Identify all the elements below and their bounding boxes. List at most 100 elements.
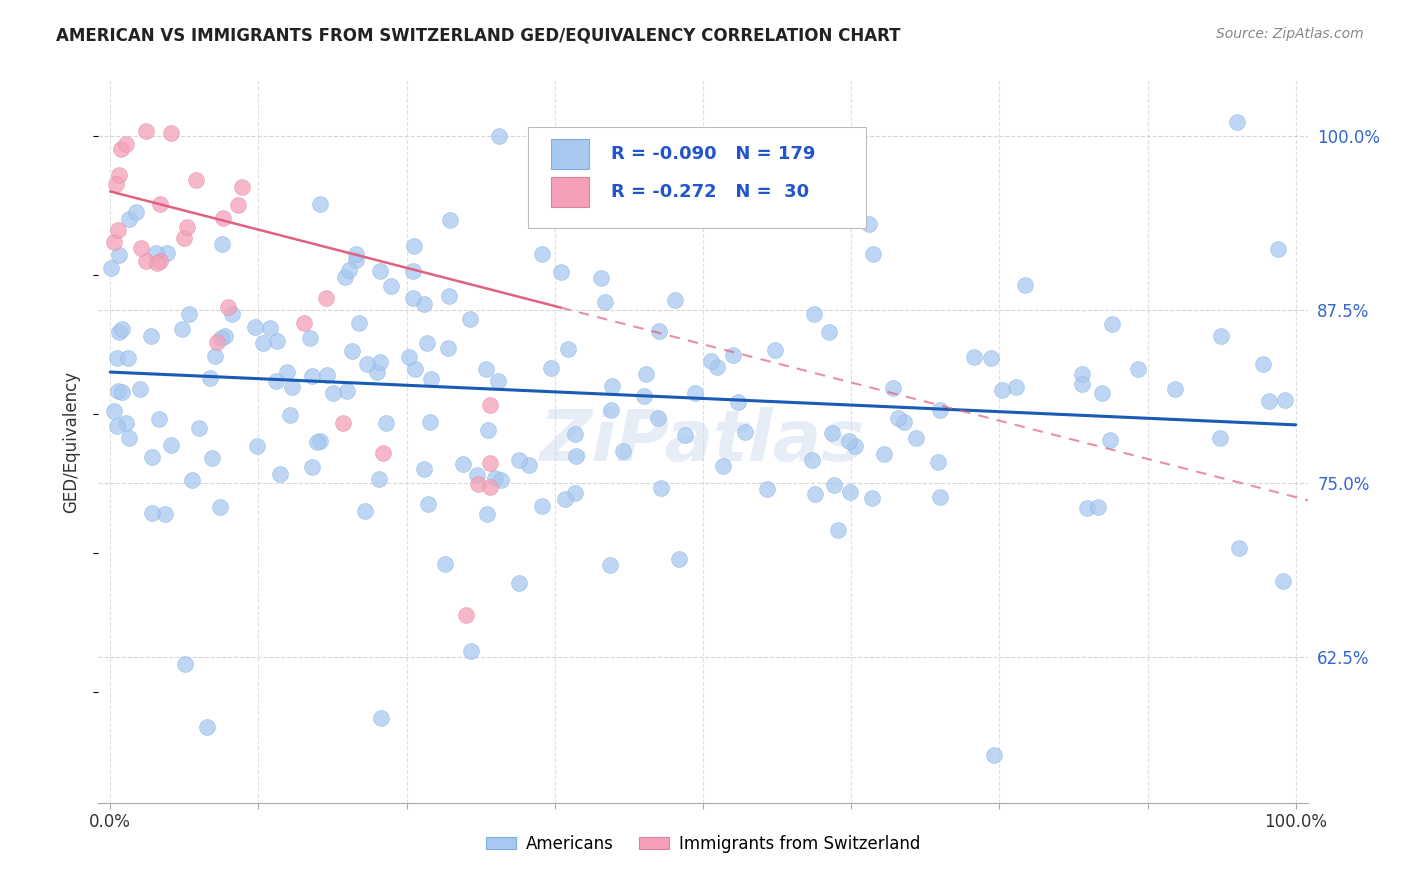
Point (437, 341, 460, 355)
Point (420, 372, 443, 386)
Point (375, 416, 398, 430)
Point (413, 462, 436, 476)
Point (540, 361, 562, 376)
Point (170, 322, 193, 336)
Point (246, 439, 269, 453)
Point (107, 248, 129, 262)
Point (176, 220, 198, 235)
Point (439, 212, 461, 227)
Point (1070, 368, 1092, 382)
Point (612, 443, 634, 458)
Point (198, 371, 221, 385)
Point (344, 247, 367, 261)
Point (402, 264, 425, 278)
Point (1274, 392, 1296, 407)
Point (105, 419, 128, 434)
Point (107, 223, 129, 237)
Point (402, 291, 425, 305)
Point (201, 451, 224, 466)
Point (105, 351, 128, 366)
Point (217, 300, 239, 314)
Point (124, 205, 146, 219)
Point (129, 241, 152, 255)
Point (600, 379, 623, 393)
Point (337, 263, 360, 277)
Point (266, 374, 288, 388)
Point (179, 307, 201, 321)
Point (301, 460, 323, 475)
Point (1227, 541, 1250, 555)
Point (465, 468, 488, 483)
Point (467, 477, 489, 491)
Point (308, 434, 330, 449)
Point (111, 322, 134, 336)
Point (1071, 376, 1094, 391)
Point (458, 312, 481, 326)
Point (636, 368, 658, 382)
Point (862, 491, 884, 505)
Point (315, 291, 337, 305)
Point (259, 321, 281, 335)
Point (174, 657, 197, 671)
Point (221, 307, 243, 321)
Point (214, 329, 236, 343)
Point (115, 137, 138, 152)
Point (322, 386, 344, 401)
Point (486, 374, 509, 388)
Point (484, 471, 506, 485)
Point (209, 331, 232, 345)
Point (107, 168, 129, 182)
Point (212, 211, 235, 225)
Point (309, 197, 332, 211)
Point (1251, 358, 1274, 372)
Point (149, 254, 172, 268)
Point (508, 575, 530, 590)
Point (141, 506, 163, 520)
Point (991, 384, 1014, 398)
Text: Source: ZipAtlas.com: Source: ZipAtlas.com (1216, 27, 1364, 41)
Point (135, 254, 157, 268)
Point (827, 523, 849, 537)
Point (1226, 115, 1249, 129)
Point (550, 265, 572, 279)
Point (478, 480, 501, 494)
Point (204, 349, 226, 363)
Point (128, 382, 150, 396)
Point (1101, 317, 1123, 331)
Point (477, 423, 499, 437)
Point (929, 402, 952, 417)
Text: R = -0.272   N =  30: R = -0.272 N = 30 (612, 183, 810, 202)
Point (893, 415, 915, 429)
Point (837, 434, 859, 449)
Point (252, 335, 274, 350)
Point (1087, 500, 1109, 514)
Point (368, 472, 391, 486)
Point (1267, 242, 1289, 256)
Point (508, 453, 530, 467)
Point (146, 256, 169, 270)
Point (517, 458, 540, 473)
Point (344, 253, 367, 268)
Point (491, 473, 513, 487)
Point (980, 351, 1002, 365)
Point (633, 389, 655, 403)
Point (804, 487, 827, 501)
Point (488, 128, 510, 143)
Point (821, 426, 844, 441)
FancyBboxPatch shape (551, 139, 589, 169)
Point (276, 365, 298, 379)
Point (706, 359, 728, 374)
Point (332, 417, 354, 431)
Point (298, 331, 321, 345)
Point (434, 557, 457, 571)
Point (599, 558, 621, 572)
Point (195, 720, 218, 734)
Point (565, 449, 588, 463)
Point (1014, 277, 1036, 292)
Y-axis label: GED/Equivalency: GED/Equivalency (62, 370, 80, 513)
Point (266, 334, 288, 348)
Point (460, 644, 482, 658)
Point (554, 492, 576, 507)
Point (564, 486, 586, 500)
Point (564, 427, 586, 442)
